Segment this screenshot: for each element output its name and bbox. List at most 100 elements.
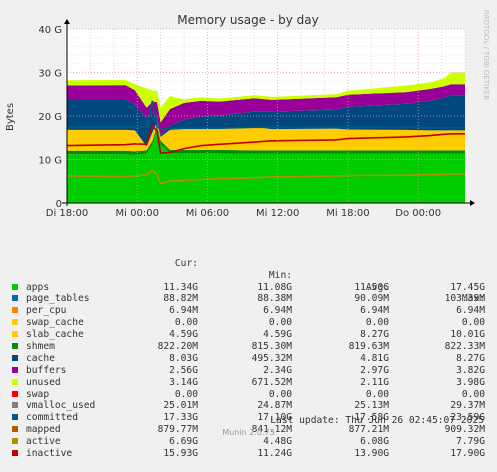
legend-name: per_cpu	[26, 305, 67, 317]
legend-item-page-tables: page_tables 88.82M 88.38M 90.09M 103.39M	[12, 293, 485, 305]
legend-header: Cur: Min: Avg: Max:	[12, 246, 485, 305]
x-axis-arrow	[470, 200, 475, 206]
legend-item-per-cpu: per_cpu 6.94M 6.94M 6.94M 6.94M	[12, 305, 485, 317]
legend-min: 495.32M	[251, 352, 292, 364]
legend-min: 0.00	[268, 317, 292, 329]
legend-cur: 6.69G	[169, 436, 198, 448]
y-axis-label: Bytes	[5, 103, 16, 131]
legend-cur: 6.94M	[169, 305, 198, 317]
area-cache	[67, 95, 465, 147]
legend-max: 8.27G	[456, 352, 485, 364]
legend-cur: 0.00	[174, 317, 198, 329]
legend-max: 10.01G	[450, 329, 485, 341]
line-committed	[67, 100, 465, 130]
legend-avg: 0.00	[365, 317, 389, 329]
chart-title: Memory usage - by day	[177, 13, 318, 27]
legend-name: slab_cache	[26, 329, 84, 341]
legend-cur: 3.14G	[169, 376, 198, 388]
y-tick-label: 10 G	[38, 156, 62, 167]
legend-swatch	[12, 402, 18, 409]
legend-cur: 15.93G	[163, 447, 198, 459]
legend-item-active: active 6.69G 4.48G 6.08G 7.79G	[12, 436, 485, 448]
major-grid	[67, 28, 465, 203]
legend-cur: 879.77M	[157, 424, 198, 436]
legend-min: 671.52M	[251, 376, 292, 388]
legend-cur: 11.34G	[163, 281, 198, 293]
legend-min: 6.94M	[263, 305, 292, 317]
memory-chart: Memory usage - by day Bytes RRDTOOL / TO…	[5, 10, 490, 219]
legend-name: swap_cache	[26, 317, 84, 329]
legend-swatch	[12, 426, 18, 433]
legend-min: 11.24G	[257, 447, 292, 459]
rrdtool-watermark: RRDTOOL / TOBI OETIKER	[482, 10, 490, 100]
legend-avg: 25.13M	[354, 400, 389, 412]
y-tick-label: 20 G	[38, 112, 62, 123]
legend-cur: 17.33G	[163, 412, 198, 424]
x-tick-label: Do 00:00	[395, 208, 441, 219]
legend-col-cur: Cur:	[174, 257, 198, 269]
legend-cur: 8.03G	[169, 352, 198, 364]
legend-avg: 13.90G	[354, 447, 389, 459]
legend-avg: 11.50G	[354, 281, 389, 293]
legend-max: 822.33M	[444, 340, 485, 352]
legend-avg: 4.81G	[360, 352, 389, 364]
legend-max: 3.98G	[456, 376, 485, 388]
legend-cur: 0.00	[174, 388, 198, 400]
legend-name: vmalloc_used	[26, 400, 96, 412]
legend-item-committed: committed 17.33G 17.10G 17.58G 23.59G	[12, 412, 485, 424]
munin-version: Munin 2.0.73	[222, 428, 275, 437]
legend-avg: 2.97G	[360, 364, 389, 376]
legend-max: 909.32M	[444, 424, 485, 436]
legend-col-min: Min:	[268, 269, 292, 281]
legend-max: 103.39M	[444, 293, 485, 305]
legend-swatch	[12, 295, 18, 302]
x-tick-label: Mi 18:00	[326, 208, 369, 219]
legend-name: active	[26, 436, 61, 448]
legend-max: 6.94M	[456, 305, 485, 317]
legend-item-mapped: mapped 879.77M 841.12M 877.21M 909.32M	[12, 424, 485, 436]
legend-min: 4.59G	[263, 329, 292, 341]
legend-name: shmem	[26, 340, 55, 352]
legend-item-shmem: shmem 822.20M 815.30M 819.63M 822.33M	[12, 341, 485, 353]
legend-item-apps: apps 11.34G 11.08G 11.50G 17.45G	[12, 282, 485, 294]
legend-max: 29.37M	[450, 400, 485, 412]
legend-item-unused: unused 3.14G 671.52M 2.11G 3.98G	[12, 377, 485, 389]
legend-item-buffers: buffers 2.56G 2.34G 2.97G 3.82G	[12, 365, 485, 377]
legend-item-slab-cache: slab_cache 4.59G 4.59G 8.27G 10.01G	[12, 329, 485, 341]
legend-name: buffers	[26, 364, 67, 376]
x-tick-label: Mi 12:00	[256, 208, 299, 219]
line-inactive	[66, 123, 465, 154]
y-tick-label: 0	[56, 199, 62, 210]
legend-swatch	[12, 319, 18, 326]
legend-name: page_tables	[26, 293, 90, 305]
legend-cur: 88.82M	[163, 293, 198, 305]
legend-max: 23.59G	[450, 412, 485, 424]
legend-name: committed	[26, 412, 78, 424]
legend-swatch	[12, 438, 18, 445]
legend-avg: 6.08G	[360, 436, 389, 448]
line-active	[66, 169, 465, 185]
last-update: Last update: Thu Jun 26 02:45:07 2025	[270, 415, 484, 426]
legend-cur: 822.20M	[157, 340, 198, 352]
legend-item-swap: swap 0.00 0.00 0.00 0.00	[12, 389, 485, 401]
legend-name: mapped	[26, 424, 61, 436]
legend-swatch	[12, 378, 18, 385]
legend-max: 7.79G	[456, 436, 485, 448]
legend-min: 17.10G	[257, 412, 292, 424]
y-axis-arrow	[64, 19, 70, 24]
legend-avg: 2.11G	[360, 376, 389, 388]
legend-swatch	[12, 449, 18, 456]
legend-avg: 8.27G	[360, 329, 389, 341]
legend-min: 24.87M	[257, 400, 292, 412]
x-tick-labels: Di 18:00 Mi 00:00 Mi 06:00 Mi 12:00 Mi 18:00…	[46, 208, 441, 219]
legend-swatch	[12, 331, 18, 338]
legend-min: 0.00	[268, 388, 292, 400]
y-tick-label: 30 G	[38, 69, 62, 80]
x-tick-label: Mi 00:00	[116, 208, 159, 219]
area-buffers	[67, 84, 465, 135]
legend-min: 2.34G	[263, 364, 292, 376]
stacked-areas	[67, 72, 465, 203]
legend-max: 17.90G	[450, 447, 485, 459]
legend-avg: 6.94M	[360, 305, 389, 317]
legend-cur: 25.01M	[163, 400, 198, 412]
